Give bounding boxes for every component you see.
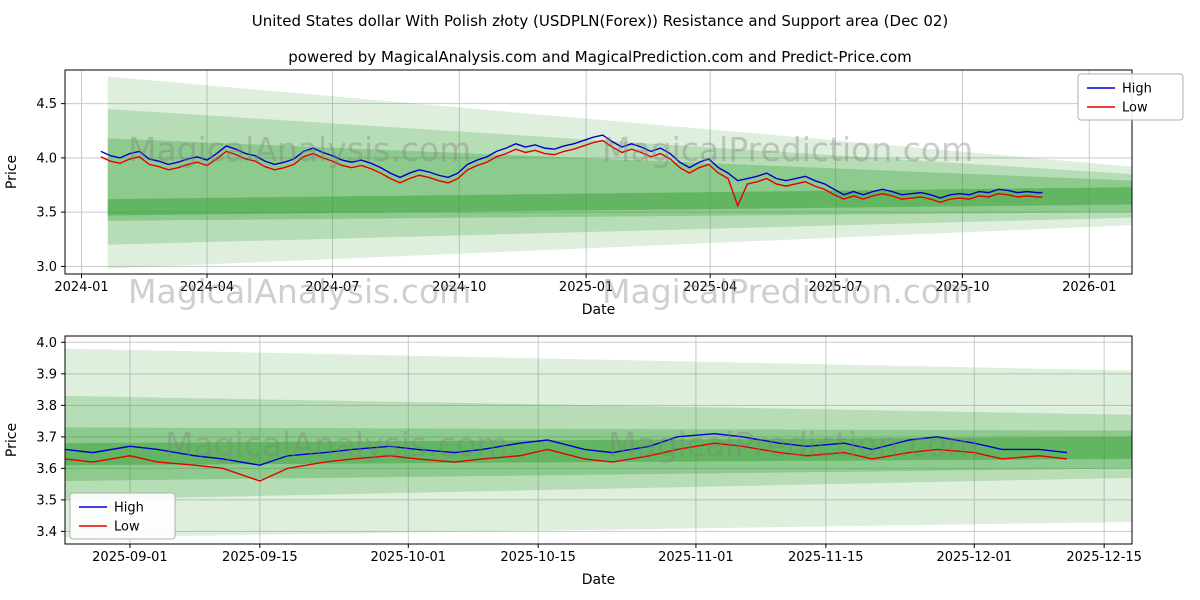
- high-line: [64, 432, 1068, 466]
- svg-text:3.4: 3.4: [36, 525, 57, 540]
- svg-text:2025-04: 2025-04: [683, 280, 737, 295]
- y-axis: 3.0 3.5 4.0 4.5: [36, 97, 65, 275]
- svg-text:2024-01: 2024-01: [54, 280, 108, 295]
- low-line: [64, 442, 1068, 482]
- x-axis-label: Date: [582, 572, 615, 588]
- low-line: [100, 139, 1043, 208]
- figure-title: United States dollar With Polish złoty (…: [251, 12, 949, 30]
- x-axis: 2024-01 2024-04 2024-07 2024-10 2025-01 2025-…: [54, 274, 1116, 295]
- svg-text:2025-01: 2025-01: [559, 280, 613, 295]
- figure-subtitle: powered by MagicalAnalysis.com and Magic…: [288, 48, 912, 66]
- legend-label-low: Low: [114, 520, 140, 535]
- x-axis: 2025-09-01 2025-09-15 2025-10-01 2025-10-15…: [92, 544, 1142, 565]
- legend: High Low: [1077, 73, 1184, 121]
- svg-text:2024-07: 2024-07: [305, 280, 359, 295]
- axes-frame: [64, 69, 1133, 275]
- svg-text:3.7: 3.7: [36, 430, 57, 445]
- legend-label-high: High: [1122, 82, 1152, 97]
- svg-text:3.5: 3.5: [36, 206, 57, 221]
- svg-text:3.0: 3.0: [36, 260, 57, 275]
- svg-text:4.5: 4.5: [36, 97, 57, 112]
- svg-text:2025-10: 2025-10: [935, 280, 989, 295]
- legend: High Low: [69, 492, 176, 540]
- svg-text:2025-09-15: 2025-09-15: [222, 550, 298, 565]
- legend-label-high: High: [114, 501, 144, 516]
- svg-text:2024-04: 2024-04: [180, 280, 234, 295]
- svg-text:3.6: 3.6: [36, 462, 57, 477]
- price-chart-main: 2024-01 2024-04 2024-07 2024-10 2025-01 2025-…: [4, 69, 1184, 318]
- x-axis-label: Date: [582, 302, 615, 318]
- svg-text:2025-10-01: 2025-10-01: [371, 550, 447, 565]
- svg-text:2025-11-01: 2025-11-01: [658, 550, 734, 565]
- svg-text:3.8: 3.8: [36, 399, 57, 414]
- svg-text:4.0: 4.0: [36, 336, 57, 351]
- svg-text:2025-12-01: 2025-12-01: [936, 550, 1012, 565]
- y-axis: 3.4 3.5 3.6 3.7 3.8 3.9 4.0: [36, 336, 65, 540]
- svg-text:2024-10: 2024-10: [432, 280, 486, 295]
- legend-label-low: Low: [1122, 101, 1148, 116]
- svg-text:2025-09-01: 2025-09-01: [92, 550, 168, 565]
- svg-text:3.5: 3.5: [36, 493, 57, 508]
- svg-text:2025-12-15: 2025-12-15: [1066, 550, 1142, 565]
- svg-text:2026-01: 2026-01: [1062, 280, 1116, 295]
- y-axis-label: Price: [4, 423, 20, 457]
- svg-text:2025-10-15: 2025-10-15: [500, 550, 576, 565]
- svg-text:3.9: 3.9: [36, 367, 57, 382]
- axes-frame: [64, 335, 1133, 545]
- svg-text:2025-07: 2025-07: [808, 280, 862, 295]
- svg-text:4.0: 4.0: [36, 151, 57, 166]
- support-resistance-bands: [107, 76, 1133, 269]
- price-chart-zoom: 2025-09-01 2025-09-15 2025-10-01 2025-10-15…: [4, 335, 1142, 588]
- svg-text:2025-11-15: 2025-11-15: [788, 550, 864, 565]
- y-axis-label: Price: [4, 155, 20, 189]
- gridlines: [65, 336, 1132, 544]
- high-line: [100, 134, 1043, 199]
